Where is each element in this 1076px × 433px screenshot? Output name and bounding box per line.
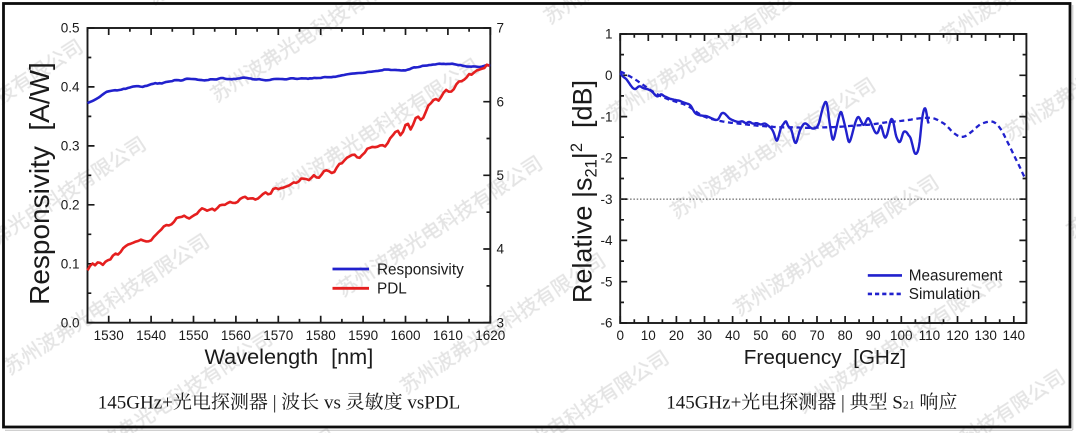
svg-text:0.3: 0.3 [61, 139, 80, 154]
svg-text:20: 20 [669, 328, 684, 343]
svg-text:2: 2 [568, 143, 586, 152]
svg-text:|: | [273, 392, 277, 413]
svg-text:1580: 1580 [306, 328, 336, 343]
svg-text:-5: -5 [600, 274, 612, 289]
svg-text:40: 40 [725, 328, 740, 343]
svg-text:145GHz+: 145GHz+ [98, 392, 173, 413]
svg-text:1530: 1530 [94, 328, 124, 343]
svg-text:vs: vs [324, 392, 341, 413]
svg-text:3: 3 [497, 315, 505, 330]
svg-text:1610: 1610 [433, 328, 463, 343]
svg-text:7: 7 [497, 21, 505, 36]
svg-text:0.0: 0.0 [61, 315, 80, 330]
svg-text:-2: -2 [600, 151, 612, 166]
svg-text:-1: -1 [600, 109, 612, 124]
svg-text:70: 70 [809, 328, 824, 343]
svg-text:[GHz]: [GHz] [853, 346, 906, 369]
svg-text:110: 110 [919, 328, 941, 343]
svg-text:1590: 1590 [348, 328, 378, 343]
svg-text:-6: -6 [600, 316, 612, 331]
svg-text:0.2: 0.2 [61, 198, 80, 213]
svg-text:120: 120 [946, 328, 969, 343]
svg-text:1560: 1560 [221, 328, 251, 343]
svg-text:6: 6 [497, 94, 505, 109]
svg-text:|s: |s [568, 177, 598, 198]
svg-text:90: 90 [866, 328, 881, 343]
svg-text:|: | [568, 152, 598, 159]
svg-text:-4: -4 [600, 233, 612, 248]
svg-text:1: 1 [605, 27, 613, 42]
svg-text:[dB]: [dB] [568, 80, 598, 128]
svg-text:130: 130 [974, 328, 997, 343]
svg-text:10: 10 [641, 328, 656, 343]
svg-text:1540: 1540 [136, 328, 166, 343]
svg-text:4: 4 [497, 242, 505, 257]
svg-text:21: 21 [903, 398, 915, 411]
svg-text:Simulation: Simulation [909, 286, 980, 303]
svg-text:1570: 1570 [263, 328, 293, 343]
svg-text:100: 100 [890, 328, 913, 343]
svg-text:Measurement: Measurement [909, 268, 1003, 285]
svg-text:vsPDL: vsPDL [407, 392, 460, 413]
svg-text:Wavelength: Wavelength [205, 344, 319, 369]
svg-text:Responsivity: Responsivity [24, 146, 55, 305]
svg-text:[A/W]: [A/W] [24, 62, 55, 130]
svg-text:50: 50 [753, 328, 768, 343]
svg-text:Responsivity: Responsivity [377, 261, 464, 278]
svg-text:0: 0 [616, 328, 624, 343]
svg-text:S: S [892, 392, 903, 413]
svg-text:30: 30 [697, 328, 712, 343]
svg-text:5: 5 [497, 168, 505, 183]
svg-text:Relative: Relative [568, 206, 598, 304]
svg-text:1620: 1620 [475, 328, 505, 343]
svg-text:Frequency: Frequency [744, 346, 842, 369]
svg-text:60: 60 [781, 328, 796, 343]
svg-text:0: 0 [605, 68, 613, 83]
svg-text:PDL: PDL [377, 281, 407, 298]
svg-text:145GHz+: 145GHz+ [666, 392, 741, 413]
svg-text:-3: -3 [600, 192, 612, 207]
svg-text:21: 21 [583, 159, 601, 177]
svg-text:|: | [841, 392, 845, 413]
svg-text:1600: 1600 [390, 328, 420, 343]
svg-text:0.1: 0.1 [61, 257, 80, 272]
svg-text:80: 80 [838, 328, 853, 343]
svg-text:1550: 1550 [178, 328, 208, 343]
svg-text:0.5: 0.5 [61, 21, 80, 36]
svg-text:140: 140 [1003, 328, 1026, 343]
svg-text:[nm]: [nm] [331, 344, 373, 369]
svg-text:0.4: 0.4 [61, 80, 80, 95]
